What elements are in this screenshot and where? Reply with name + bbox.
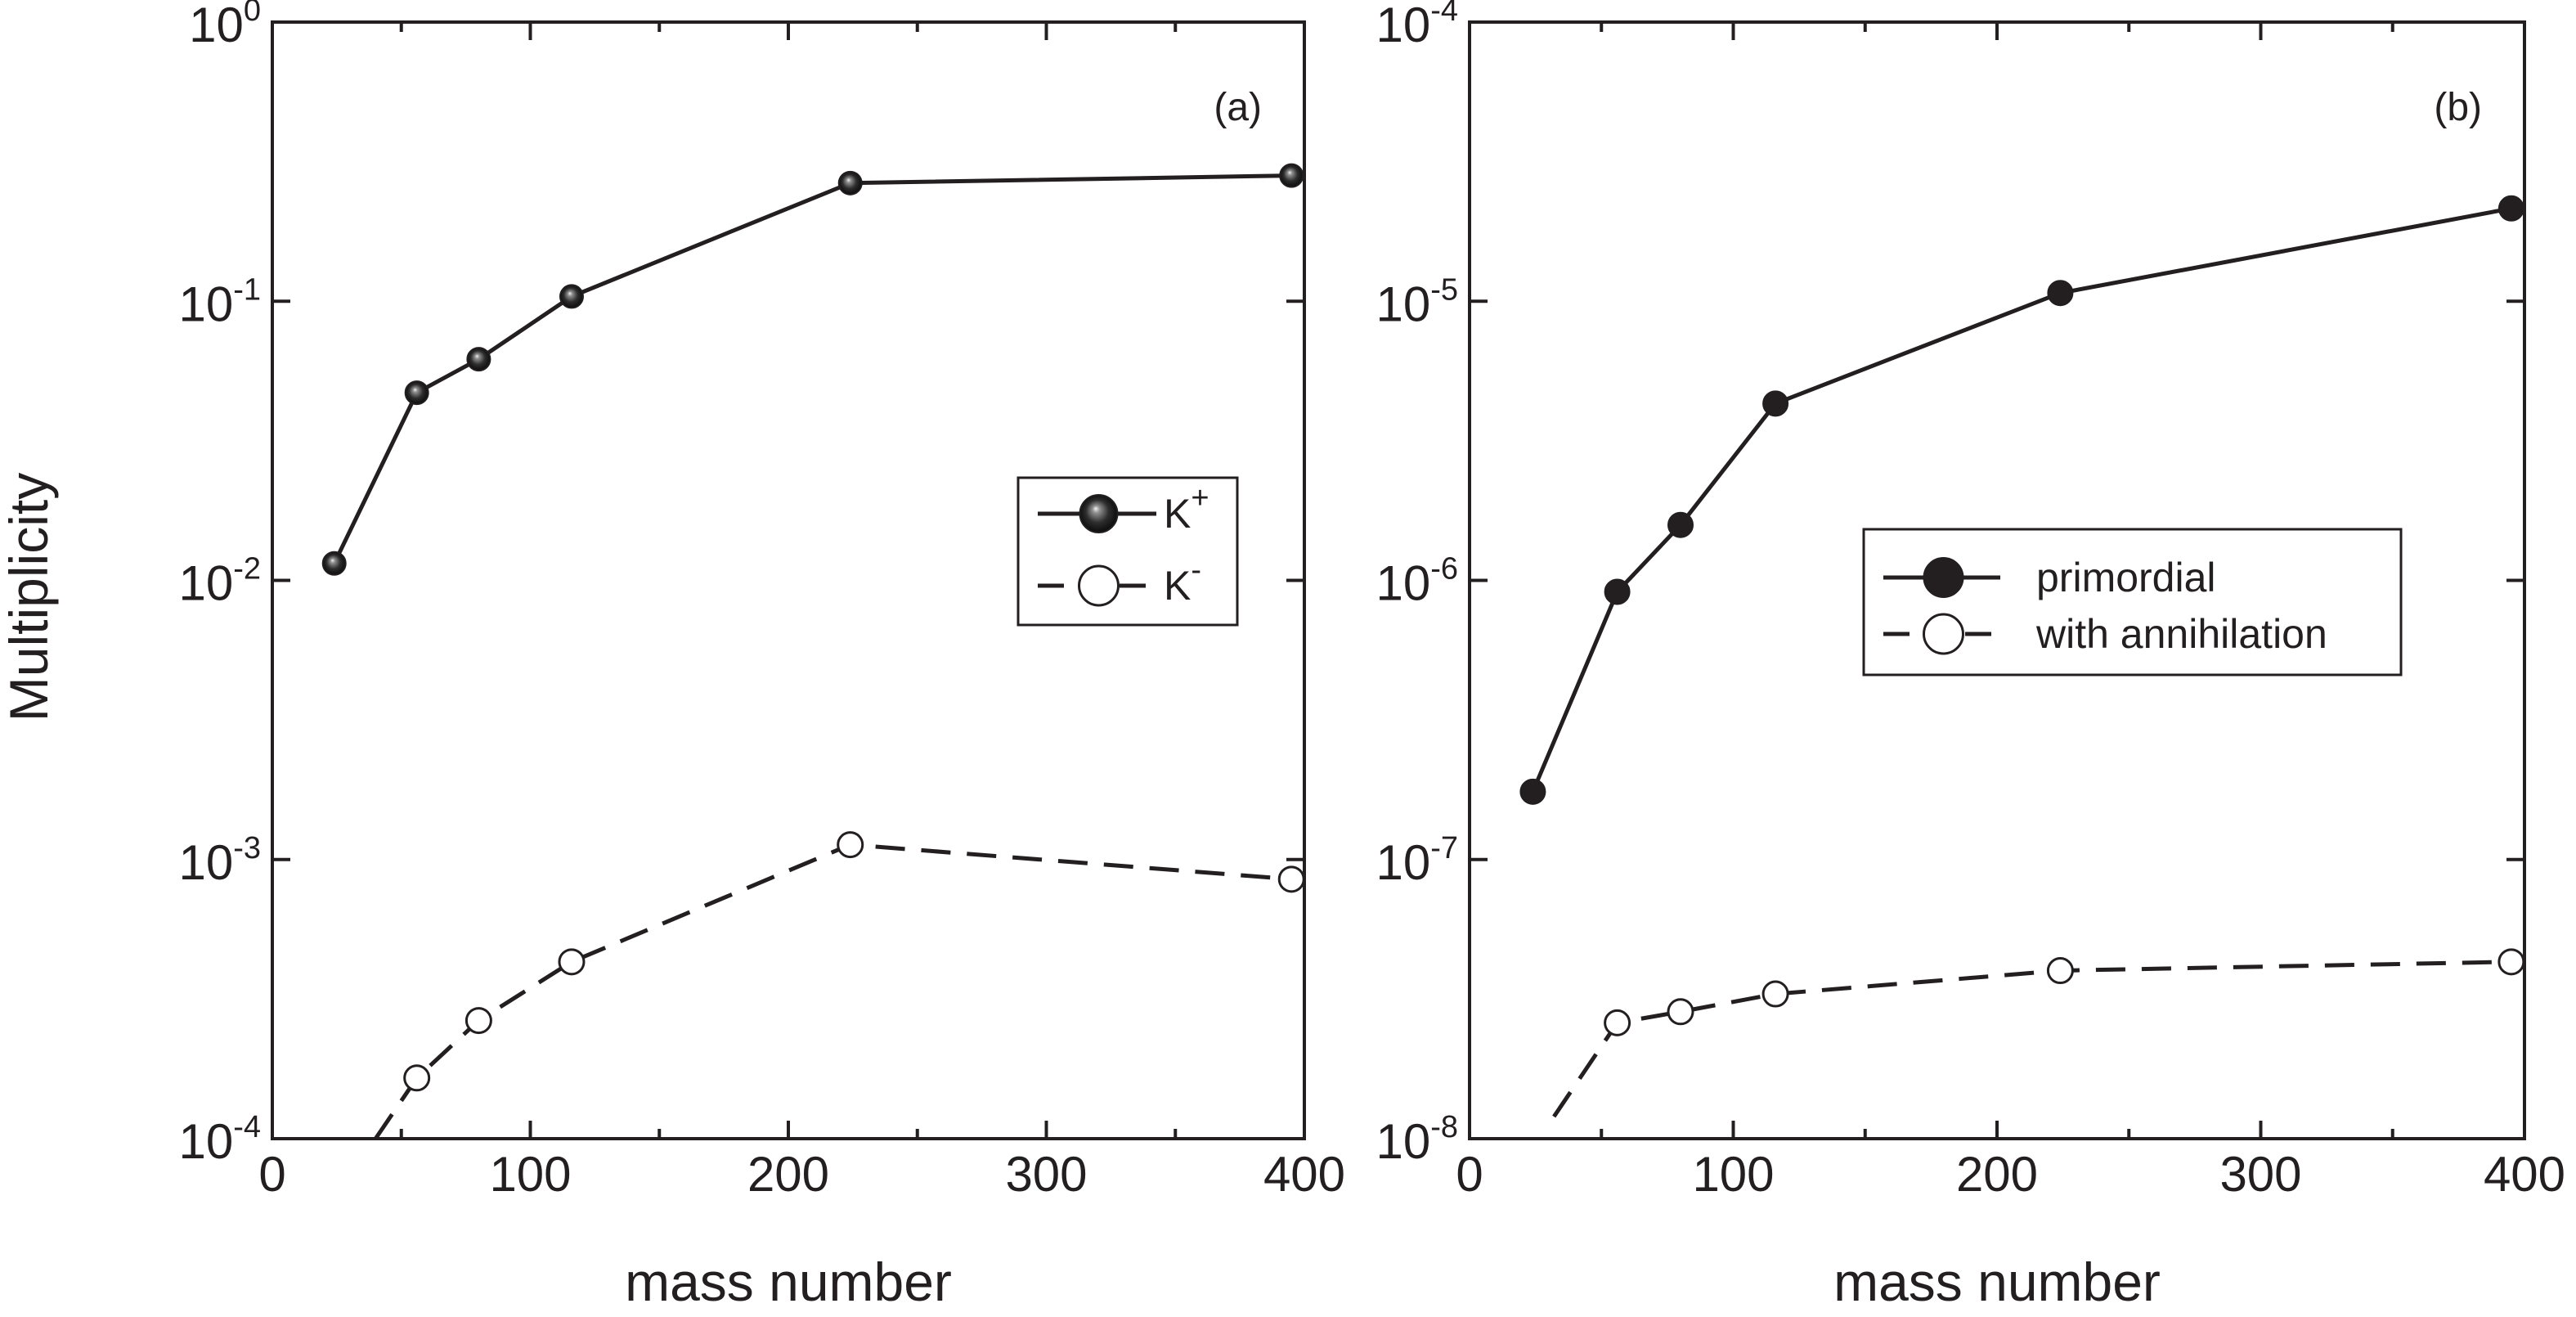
panel-a-y-tick-label: 10-2 [178,552,261,611]
panel-a-series-2-line [374,843,1292,1140]
panel-a-series-2-point [837,831,864,859]
panel-b-series-1-point [1667,511,1694,538]
panel-a-panel-label: (a) [1214,86,1262,129]
panel-a-x-tick-label: 200 [747,1147,829,1202]
panel-a-x-tick-label: 300 [1005,1147,1087,1202]
panel-b-series-2-point [1761,980,1789,1008]
panel-b-legend-swatch-marker [1923,557,1964,598]
panel-a-legend-box [1016,476,1239,627]
panel-b-y-tick-label: 10-6 [1376,552,1458,611]
panel-a-series-1-point [559,284,584,309]
panel-a-legend-label: K- [1164,553,1201,609]
panel-b-series-1-point [1762,390,1789,417]
panel-b-series-2-point [2497,948,2525,976]
panel-a-y-tick-label: 10-1 [178,272,261,331]
panel-b-panel-label: (b) [2434,86,2482,129]
panel-b-x-tick-label: 400 [2484,1147,2565,1202]
panel-b-y-tick-label: 10-5 [1376,272,1458,331]
panel-b-y-tick-label: 10-7 [1376,831,1458,890]
panel-a-y-tick-label: 10-4 [178,1110,261,1169]
panel-a-series-1-point [466,347,491,372]
panel-a-series-2-point [403,1064,431,1092]
panel-b-x-tick-label: 300 [2219,1147,2301,1202]
panel-b-series-1-point [2497,195,2524,222]
panel-b-x-tick-label: 100 [1692,1147,1774,1202]
panel-a-series-1-point [321,551,347,576]
panel-b-legend: primordial with annihilation [1862,528,2403,676]
panel-b-legend-label: with annihilation [2035,611,2327,657]
y-axis-title: Multiplicity [0,473,59,721]
panel-b-series-1-line [1531,206,2512,793]
panel-b-x-axis-title: mass number [1833,1252,2161,1312]
panel-b-legend-swatch-marker [1923,613,1964,655]
panel-b-series-1-point [1519,778,1546,805]
panel-a-y-tick-label: 100 [189,0,261,52]
panel-b: 0 100 200 300 400 10-4 10-5 10-6 10-7 10-8 mass nu… [1376,0,2565,1312]
panel-a-legend: K+ K- [1016,476,1239,627]
panel-a-legend-label: K+ [1164,481,1209,537]
panel-a-x-tick-label: 100 [489,1147,571,1202]
panel-a-series-1-line [332,173,1292,564]
panel-a-x-tick-label: 0 [258,1147,285,1202]
panel-a-series-2-point [464,1007,492,1035]
panel-b-series-2-point [1604,1009,1631,1036]
panel-b-x-tick-label: 0 [1456,1147,1483,1202]
panel-b-y-tick-label: 10-8 [1376,1110,1458,1169]
panel-b-series-1-point [2047,280,2074,307]
panel-a-series-2-point [1277,865,1305,893]
panel-a-y-tick-label: 10-3 [178,831,261,890]
panel-a-series-1-point [404,380,429,406]
panel-b-series-2-point [2046,957,2074,985]
panel-b-series-2-point [1667,998,1694,1026]
panel-a-legend-swatch-marker [1079,494,1119,533]
panel-b-legend-label: primordial [2036,555,2216,600]
panel-a-x-tick-label: 400 [1263,1147,1345,1202]
panel-a-legend-swatch-marker [1078,564,1120,607]
panel-a-x-axis-title: mass number [625,1252,952,1312]
panel-a: 0 100 200 300 400 100 10-1 10-2 10-3 10-4 mass num… [178,0,1345,1312]
panel-a-series-1-point [837,170,863,196]
panel-a-series-1-point [1279,163,1304,188]
panel-b-y-tick-label: 10-4 [1376,0,1458,52]
panel-b-x-tick-label: 200 [1956,1147,2038,1202]
panel-b-series-2-line [1552,960,2511,1118]
panel-a-series-2-point [558,948,586,976]
panel-b-series-1-point [1604,578,1631,605]
